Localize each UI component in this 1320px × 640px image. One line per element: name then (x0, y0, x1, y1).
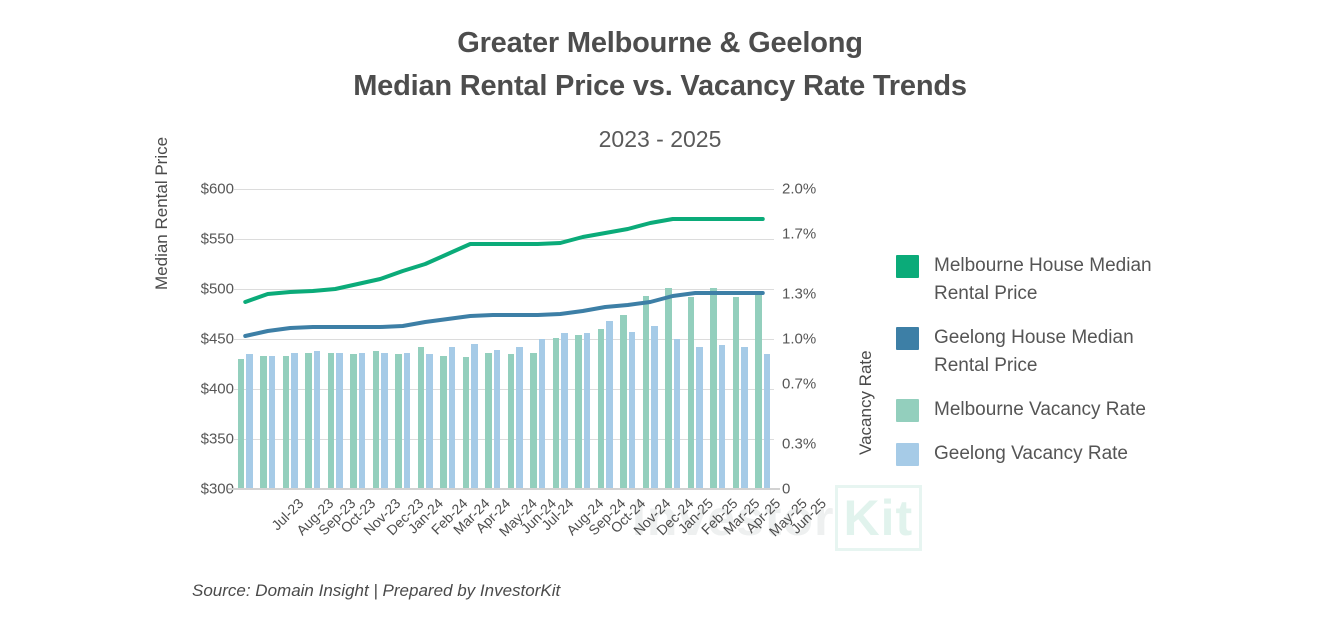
bar (246, 354, 253, 489)
bar (755, 294, 762, 489)
y-axis-right-tick-label: 1.7% (782, 225, 817, 243)
legend-item-label: Geelong House Median Rental Price (934, 327, 1134, 376)
bar (606, 321, 613, 489)
bar (305, 352, 312, 489)
y-axis-right-tick-label: 2.0% (782, 180, 817, 198)
bar (268, 355, 276, 489)
bar (291, 352, 298, 489)
bar (493, 349, 501, 489)
bar (665, 288, 672, 489)
bar (381, 352, 388, 489)
bar (710, 288, 717, 489)
bar (462, 357, 470, 489)
legend-item[interactable]: Geelong House Median Rental Price (896, 324, 1226, 380)
y-axis-left-tick-label: $350 (200, 430, 234, 448)
y-axis-right-title: Vacancy Rate (856, 350, 875, 455)
x-axis-ticks: Jul-23 Aug-23 Sep-23 Oct-23 Nov-23 Dec-23 Jan-… (234, 495, 828, 565)
legend-swatch-icon (896, 443, 919, 466)
bars-layer (234, 189, 774, 489)
gridline (234, 389, 774, 390)
x-axis-baseline (228, 488, 780, 490)
legend-swatch-icon (896, 399, 919, 422)
bar (395, 354, 402, 489)
page-title-line-2: Median Rental Price vs. Vacancy Rate Tre… (353, 70, 967, 102)
legend-item-label: Geelong Vacancy Rate (934, 443, 1128, 464)
bar (687, 297, 695, 489)
bar (530, 352, 537, 489)
bar (732, 297, 740, 489)
bar (336, 352, 343, 489)
gridline (234, 189, 774, 190)
bar (417, 346, 425, 489)
gridline (234, 439, 774, 440)
bar (440, 355, 447, 489)
bar (327, 352, 335, 489)
legend-item[interactable]: Melbourne Vacancy Rate (896, 396, 1226, 424)
bar (403, 352, 411, 489)
bar (583, 333, 591, 489)
y-axis-left-tick-label: $300 (200, 480, 234, 498)
bar (426, 354, 433, 489)
bar (620, 315, 627, 489)
y-axis-left-title: Median Rental Price (152, 136, 171, 290)
lines-layer (243, 217, 765, 338)
plot-area: Investor Kit (228, 189, 923, 551)
page-title-line-1: Greater Melbourne & Geelong (457, 27, 863, 59)
bar (485, 352, 492, 489)
bar (763, 354, 771, 489)
y-axis-left-tick-label: $500 (200, 280, 234, 298)
bar (718, 345, 726, 489)
y-axis-left-tick-label: $450 (200, 330, 234, 348)
bar (282, 355, 290, 489)
y-axis-right-tick-label: 1.0% (782, 330, 817, 348)
legend-swatch-icon (896, 327, 919, 350)
y-axis-left-tick-label: $400 (200, 380, 234, 398)
chart-subtitle: 2023 - 2025 (598, 126, 722, 152)
y-axis-right-tick-label: 0.3% (782, 435, 817, 453)
bar (538, 339, 546, 489)
line-series (243, 217, 765, 304)
bar (696, 346, 703, 489)
y-axis-left-tick-label: $550 (200, 230, 234, 248)
legend-item-label: Melbourne Vacancy Rate (934, 399, 1146, 420)
bar (372, 351, 380, 489)
bar (642, 295, 650, 489)
y-axis-right-tick-label: 1.3% (782, 285, 817, 303)
bar (628, 331, 636, 489)
y-axis-right-tick-label: 0.7% (782, 375, 817, 393)
bar (552, 337, 560, 489)
legend-item-label: Melbourne House Median Rental Price (934, 255, 1152, 304)
y-axis-left-tick-label: $600 (200, 180, 234, 198)
legend-item[interactable]: Geelong Vacancy Rate (896, 440, 1226, 468)
bar (448, 346, 456, 489)
bar (237, 358, 245, 489)
line-series (243, 291, 765, 338)
gridline (234, 339, 774, 340)
bar (561, 333, 568, 489)
gridline (234, 239, 774, 240)
bar (575, 334, 582, 489)
bar (673, 339, 681, 489)
source-note: Source: Domain Insight | Prepared by Inv… (192, 581, 561, 600)
watermark-boxed-text: Kit (834, 485, 923, 551)
y-axis-right-tick-label: 0 (782, 480, 791, 498)
legend-item[interactable]: Melbourne House Median Rental Price (896, 252, 1226, 308)
bar (597, 328, 605, 489)
bar (516, 346, 523, 489)
legend-swatch-icon (896, 255, 919, 278)
bar (507, 354, 515, 489)
chart-legend: Melbourne House Median Rental Price Geelo… (896, 252, 1226, 484)
chart-title-block: Greater Melbourne & Geelong Median Renta… (0, 22, 1320, 154)
bar (313, 351, 321, 489)
bar (350, 354, 357, 489)
bar (260, 355, 267, 489)
gridline (234, 289, 774, 290)
bar (651, 325, 658, 489)
bar (471, 343, 478, 489)
bar (741, 346, 748, 489)
bar (358, 352, 366, 489)
